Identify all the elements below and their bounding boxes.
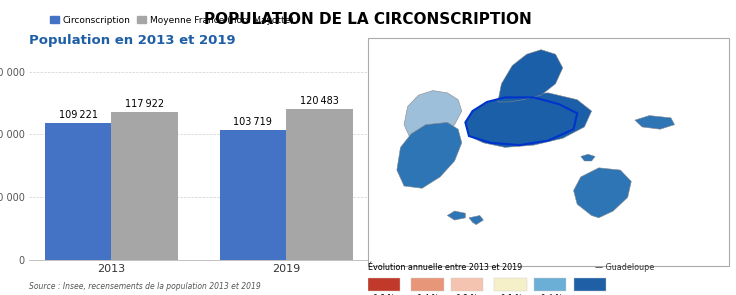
Text: 0,8 %: 0,8 % — [373, 294, 395, 295]
Polygon shape — [397, 122, 461, 188]
FancyBboxPatch shape — [451, 278, 484, 291]
FancyBboxPatch shape — [411, 278, 444, 291]
Polygon shape — [447, 211, 465, 220]
Bar — [111, 112, 177, 260]
Text: -0,4 %: -0,4 % — [538, 294, 562, 295]
FancyBboxPatch shape — [534, 278, 567, 291]
Text: Source : Insee, recensements de la population 2013 et 2019: Source : Insee, recensements de la popul… — [29, 282, 261, 291]
Text: 109 221: 109 221 — [59, 110, 98, 120]
Text: Population en 2013 et 2019: Population en 2013 et 2019 — [29, 34, 236, 47]
Text: POPULATION DE LA CIRCONSCRIPTION: POPULATION DE LA CIRCONSCRIPTION — [204, 12, 532, 27]
FancyBboxPatch shape — [495, 278, 527, 291]
Legend: Circonscription, Moyenne France (hors Mayotte): Circonscription, Moyenne France (hors Ma… — [46, 12, 297, 28]
Text: 103 719: 103 719 — [233, 117, 272, 127]
Polygon shape — [469, 216, 484, 224]
Text: -0,1 %: -0,1 % — [498, 294, 523, 295]
Text: 120 483: 120 483 — [300, 96, 339, 106]
Polygon shape — [465, 93, 592, 148]
FancyBboxPatch shape — [368, 278, 400, 291]
FancyBboxPatch shape — [573, 278, 606, 291]
Bar — [220, 130, 286, 260]
Text: Évolution annuelle entre 2013 et 2019: Évolution annuelle entre 2013 et 2019 — [368, 263, 523, 272]
Polygon shape — [581, 154, 595, 161]
Bar — [45, 123, 111, 260]
Polygon shape — [635, 116, 674, 129]
Text: 0,2 %: 0,2 % — [456, 294, 478, 295]
Text: 117 922: 117 922 — [125, 99, 164, 109]
Polygon shape — [573, 168, 631, 218]
Polygon shape — [404, 91, 461, 141]
Text: — Guadeloupe: — Guadeloupe — [595, 263, 654, 272]
Polygon shape — [498, 50, 563, 102]
Text: 0,4 %: 0,4 % — [417, 294, 439, 295]
Bar — [286, 109, 353, 260]
